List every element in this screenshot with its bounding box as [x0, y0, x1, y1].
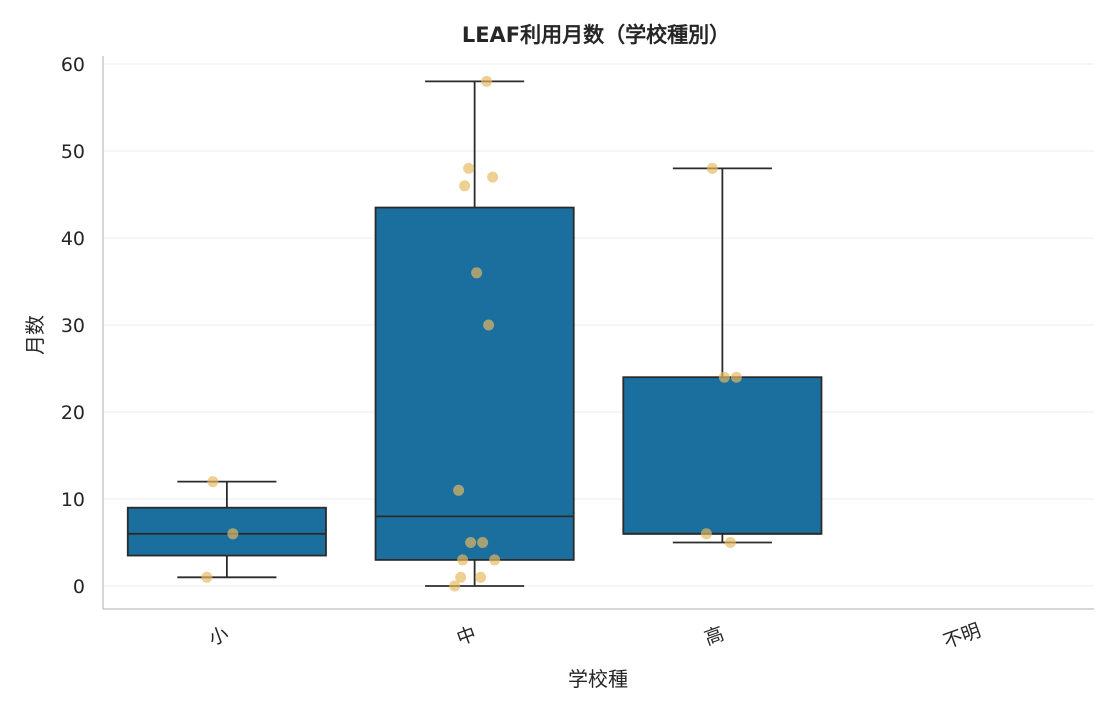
- chart-title: LEAF利用月数（学校種別）: [462, 23, 730, 47]
- box: [126, 506, 327, 557]
- y-tick-label: 50: [61, 141, 85, 163]
- x-tick-label: 中: [454, 623, 479, 650]
- y-tick-label: 10: [61, 489, 85, 511]
- x-tick-label: 高: [702, 623, 727, 650]
- y-tick-label: 20: [61, 402, 85, 424]
- y-tick-label: 0: [73, 576, 85, 598]
- data-point: [455, 571, 467, 583]
- data-point: [459, 180, 471, 192]
- y-ticks: 0 10 20 30 40 50 60: [61, 54, 85, 598]
- box-group: [126, 480, 327, 579]
- data-point: [465, 537, 477, 548]
- data-point: [207, 476, 219, 488]
- data-point: [449, 580, 461, 592]
- x-ticks: 小 中 高 不明: [206, 620, 984, 654]
- data-point: [471, 267, 483, 279]
- data-point: [700, 528, 712, 540]
- box-group: [374, 80, 575, 587]
- points: [201, 75, 742, 592]
- data-point: [463, 162, 475, 174]
- box: [374, 206, 575, 561]
- data-point: [718, 371, 730, 383]
- data-point: [477, 537, 489, 548]
- data-point: [487, 171, 499, 183]
- boxes: [126, 80, 823, 587]
- x-axis-label: 学校種: [568, 667, 628, 691]
- y-tick-label: 40: [61, 228, 85, 250]
- data-point: [453, 484, 465, 496]
- data-point: [483, 319, 495, 331]
- data-point: [481, 75, 493, 87]
- data-point: [475, 571, 487, 583]
- box: [622, 376, 823, 535]
- data-point: [724, 537, 736, 548]
- x-tick-label: 不明: [940, 620, 983, 654]
- box-group: [622, 167, 823, 544]
- data-point: [489, 554, 501, 566]
- x-tick-label: 小: [206, 623, 231, 650]
- data-point: [730, 371, 742, 383]
- data-point: [706, 162, 718, 174]
- y-tick-label: 30: [61, 315, 85, 337]
- data-point: [201, 571, 213, 583]
- grid: [103, 63, 1094, 587]
- data-point: [227, 528, 239, 540]
- y-tick-label: 60: [61, 54, 85, 76]
- y-axis-label: 月数: [23, 315, 47, 355]
- data-point: [457, 554, 469, 566]
